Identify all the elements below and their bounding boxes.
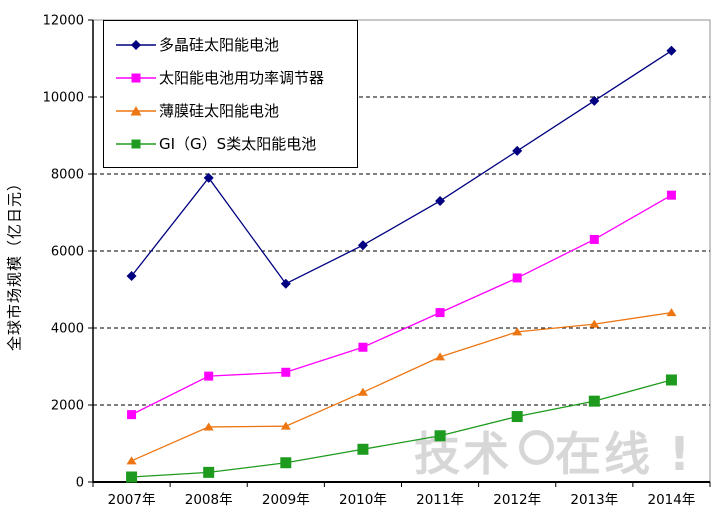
- legend-triangle-icon: [116, 105, 156, 115]
- data-point-marker: [126, 471, 138, 483]
- data-point-marker: [512, 145, 523, 156]
- data-point-marker: [435, 352, 446, 361]
- y-tick-label: 2000: [51, 399, 84, 414]
- data-point-marker: [588, 395, 600, 407]
- watermark-exclaim: !: [669, 427, 693, 481]
- series-line-2: [131, 311, 672, 462]
- data-point-marker: [358, 342, 368, 352]
- series-line-1: [131, 194, 672, 416]
- y-tick-label: 6000: [51, 245, 84, 260]
- data-point-marker: [280, 457, 292, 469]
- y-tick-label: 8000: [51, 168, 84, 183]
- data-point-marker: [126, 271, 137, 282]
- data-point-marker: [512, 327, 523, 336]
- data-point-marker: [203, 466, 215, 478]
- data-point-marker: [666, 190, 676, 200]
- watermark: 技术 在线 !: [414, 427, 693, 482]
- legend-square-icon: [116, 73, 156, 82]
- legend-item-1: 太阳能电池用功率调节器: [116, 61, 353, 94]
- data-point-marker: [204, 371, 214, 381]
- watermark-ring-icon: [519, 430, 554, 466]
- y-tick-label: 4000: [51, 322, 84, 337]
- data-point-marker: [357, 443, 369, 455]
- data-point-marker: [280, 421, 291, 430]
- data-point-marker: [511, 411, 523, 423]
- legend-label: 太阳能电池用功率调节器: [159, 69, 325, 87]
- data-point-marker: [665, 374, 677, 386]
- watermark-text-right: 在线: [555, 427, 653, 481]
- data-point-marker: [434, 430, 446, 442]
- series-line-3: [131, 379, 672, 478]
- x-tick-label: 2013年: [570, 492, 618, 508]
- data-point-marker: [666, 308, 677, 317]
- data-point-marker: [589, 319, 600, 328]
- data-point-marker: [357, 240, 368, 251]
- data-point-marker: [281, 367, 291, 377]
- legend-item-0: 多晶硅太阳能电池: [116, 28, 353, 61]
- data-point-marker: [512, 273, 522, 283]
- data-point-marker: [666, 45, 677, 56]
- series-line-0: [131, 50, 672, 285]
- data-point-marker: [589, 95, 600, 106]
- data-point-marker: [357, 387, 368, 396]
- x-tick-label: 2011年: [416, 492, 464, 508]
- x-tick-label: 2014年: [648, 492, 696, 508]
- x-tick-label: 2007年: [108, 492, 156, 508]
- data-point-marker: [126, 456, 137, 465]
- data-point-marker: [435, 308, 445, 318]
- y-tick-label: 0: [76, 476, 84, 491]
- y-tick-label: 10000: [43, 91, 84, 106]
- legend-item-2: 薄膜硅太阳能电池: [116, 94, 353, 127]
- y-tick-label: 12000: [43, 14, 84, 29]
- x-tick-label: 2008年: [185, 492, 233, 508]
- legend-label: 多晶硅太阳能电池: [159, 36, 280, 54]
- x-tick-label: 2009年: [262, 492, 310, 508]
- legend-square-icon: [116, 139, 156, 148]
- data-point-marker: [203, 422, 214, 431]
- legend-diamond-icon: [116, 39, 156, 50]
- data-point-marker: [435, 195, 446, 206]
- legend-item-3: GI（G）S类太阳能电池: [116, 127, 353, 160]
- x-tick-label: 2012年: [493, 492, 541, 508]
- watermark-text-left: 技术: [414, 427, 512, 481]
- data-point-marker: [589, 234, 599, 244]
- legend-label: GI（G）S类太阳能电池: [159, 135, 317, 153]
- legend-label: 薄膜硅太阳能电池: [159, 102, 280, 120]
- x-tick-label: 2010年: [339, 492, 387, 508]
- data-point-marker: [127, 410, 137, 420]
- legend: 多晶硅太阳能电池太阳能电池用功率调节器 薄膜硅太阳能电池 GI（G）S类太阳能电池: [103, 20, 358, 168]
- data-point-marker: [203, 172, 214, 183]
- data-point-marker: [280, 278, 291, 289]
